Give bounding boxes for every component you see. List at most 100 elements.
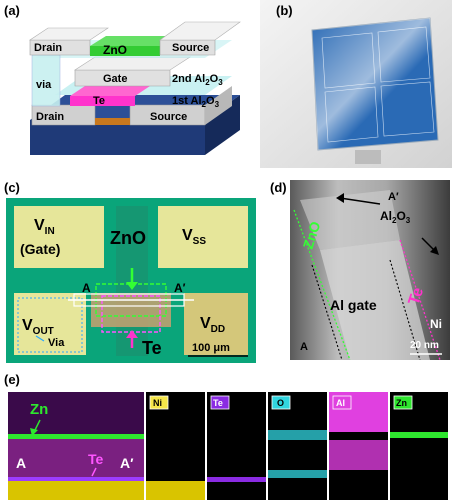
holder-tab (355, 150, 381, 164)
al-tag-label: Al (336, 398, 345, 408)
drain-top-top (29, 27, 109, 41)
panel-c-label: (c) (4, 180, 20, 195)
glare-overlay (312, 18, 438, 150)
te-label: Te (406, 285, 428, 307)
vin-pad (14, 206, 104, 268)
channel-region (91, 293, 171, 327)
via-outline (17, 297, 83, 353)
te-tag (210, 395, 230, 410)
device-schematic: Drain ZnO Source via Gate 2nd Al2O3 Te 1… (29, 21, 241, 155)
zn-map (390, 392, 448, 500)
o-tag-label: O (277, 398, 284, 408)
composite-te-label: Te (88, 451, 104, 467)
drain-bottom-label: Drain (36, 111, 64, 123)
ni-tag (149, 395, 169, 410)
al-tag (332, 395, 352, 410)
a-label: A (300, 341, 308, 353)
panel-e-label: (e) (4, 372, 20, 387)
ni-label: Ni (430, 317, 442, 331)
microscope-image: VIN (Gate) VSS ZnO A A′ VOUT VDD Via Te … (6, 198, 256, 363)
te-tag-label: Te (213, 398, 223, 408)
te-signal (207, 477, 266, 482)
te-arrow-head (126, 330, 138, 338)
gate-label: Gate (103, 73, 127, 85)
al-gate-label: Al gate (330, 297, 377, 313)
vout-label: VOUT (22, 317, 54, 337)
panel-a: (a) Drain ZnO Source via (0, 0, 250, 168)
zno-layer (90, 46, 160, 56)
composite-zn-label: Zn (30, 401, 48, 418)
tem-image: ZnO A′ Al2O3 Te Al gate Ni A 20 nm (290, 180, 450, 360)
ni-tag-label: Ni (153, 398, 162, 408)
te-boundary (399, 239, 441, 360)
al2o3-first-label: 1st Al2O3 (172, 95, 220, 109)
al2o3-arrow-head (430, 246, 439, 255)
vdd-pad (184, 293, 248, 355)
upper-region (300, 190, 400, 250)
vss-pad (158, 206, 248, 268)
composite-ni (8, 481, 144, 500)
zn-pointer-head (30, 428, 38, 436)
panel-e: (e) Zn A Te A′ Ni Te O (0, 372, 452, 500)
orange-contact (95, 118, 130, 125)
cut-box (73, 293, 185, 307)
via-label: Via (48, 337, 65, 349)
al2o3-label: Al2O3 (380, 209, 411, 225)
scale-label: 100 μm (192, 342, 230, 354)
source-bottom-side (205, 86, 232, 125)
zno-label: ZnO (110, 228, 146, 248)
zno-label: ZnO (103, 43, 127, 57)
composite-te-band (8, 477, 144, 481)
zn-tag-label: Zn (396, 398, 407, 408)
o-signal-bottom (268, 470, 327, 478)
source-top-top (159, 21, 241, 41)
al-signal-mid (329, 440, 388, 470)
panel-d: (d) ZnO A′ Al2O3 Te Al gate Ni A 20 nm (262, 176, 452, 366)
o-map (268, 392, 327, 500)
wafer-photo (260, 0, 452, 168)
te-layer-front (70, 96, 135, 106)
source-top-label: Source (172, 42, 209, 54)
panel-a-label: (a) (4, 3, 20, 18)
zn-tag (393, 395, 413, 410)
te-layer (70, 86, 150, 96)
via-pointer (35, 335, 45, 342)
al-gate-region (320, 240, 430, 360)
composite-a-label: A (16, 455, 26, 471)
al2o3-boundary-right (389, 259, 421, 360)
composite-mid (8, 439, 144, 477)
substrate-front (30, 120, 205, 155)
al2o3-second-label: 2nd Al2O3 (172, 73, 223, 87)
a-prime-arrow (339, 197, 381, 205)
zno-layer-top (90, 36, 176, 46)
drain-top-label: Drain (34, 42, 62, 54)
zno-boundary (293, 209, 351, 360)
composite-zn-band (8, 434, 144, 439)
vin-gate-label: (Gate) (20, 241, 60, 257)
zn-signal (390, 432, 448, 438)
scale-label: 20 nm (410, 340, 439, 351)
gate-top (73, 56, 192, 71)
substrate-side (205, 95, 240, 155)
a-prime-label: A′ (388, 191, 399, 203)
panel-c: (c) VIN (Gate) VSS ZnO A A′ VOUT VDD Via… (0, 176, 258, 366)
al2o3-boundary-left (311, 264, 343, 360)
te-label: Te (142, 338, 162, 358)
o-tag (271, 395, 291, 410)
composite-a-prime-label: A′ (120, 455, 134, 471)
a-prime-arrow-head (336, 193, 344, 203)
panel-d-label: (d) (270, 180, 287, 195)
panel-b: (b) (260, 0, 452, 168)
panel-b-label: (b) (276, 3, 293, 18)
ni-signal (146, 481, 205, 500)
te-pointer (91, 467, 97, 477)
eds-maps: Zn A Te A′ Ni Te O Al Zn (8, 392, 448, 500)
via-label: via (36, 79, 52, 91)
zno-arrow-head (126, 282, 138, 290)
vin-label: VIN (34, 217, 55, 237)
source-bottom-label: Source (150, 111, 187, 123)
a-prime-label: A′ (174, 281, 186, 295)
composite-top (8, 392, 144, 434)
a-label: A (82, 281, 91, 295)
te-label: Te (93, 95, 105, 107)
